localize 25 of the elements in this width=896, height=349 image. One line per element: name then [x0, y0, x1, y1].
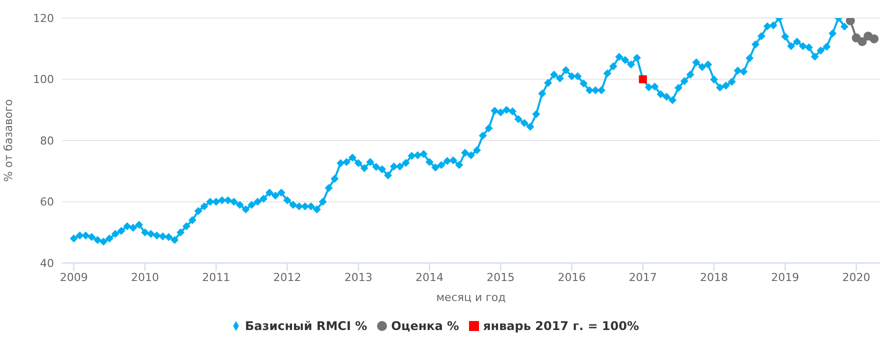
- y-tick-label: 80: [40, 134, 54, 148]
- x-tick-label: 2020: [842, 270, 870, 284]
- x-tick-label: 2016: [558, 270, 586, 284]
- point: [870, 34, 879, 44]
- legend-label: январь 2017 г. = 100%: [483, 319, 640, 333]
- x-tick-label: 2018: [700, 270, 728, 284]
- legend-label: Базисный RMCI %: [244, 319, 368, 333]
- y-tick-label: 120: [33, 12, 54, 25]
- x-tick-label: 2010: [130, 270, 159, 284]
- y-tick-label: 60: [40, 196, 54, 209]
- x-tick-label: 2009: [60, 270, 88, 284]
- y-tick-label: 100: [33, 73, 54, 86]
- y-tick-label: 40: [40, 256, 54, 270]
- x-tick-label: 2011: [202, 270, 230, 284]
- x-tick-label: 2015: [486, 270, 515, 284]
- point: [846, 18, 855, 26]
- x-tick-label: 2019: [771, 270, 800, 284]
- point: [858, 37, 867, 46]
- y-axis-title: % от базавого: [2, 99, 15, 182]
- x-axis-title: месяц и год: [436, 291, 506, 304]
- x-tick-label: 2014: [416, 270, 444, 284]
- x-tick-label: 2017: [628, 270, 657, 284]
- legend-label: Оценка %: [391, 319, 460, 333]
- x-tick-label: 2013: [344, 270, 372, 284]
- x-tick-label: 2012: [273, 270, 302, 284]
